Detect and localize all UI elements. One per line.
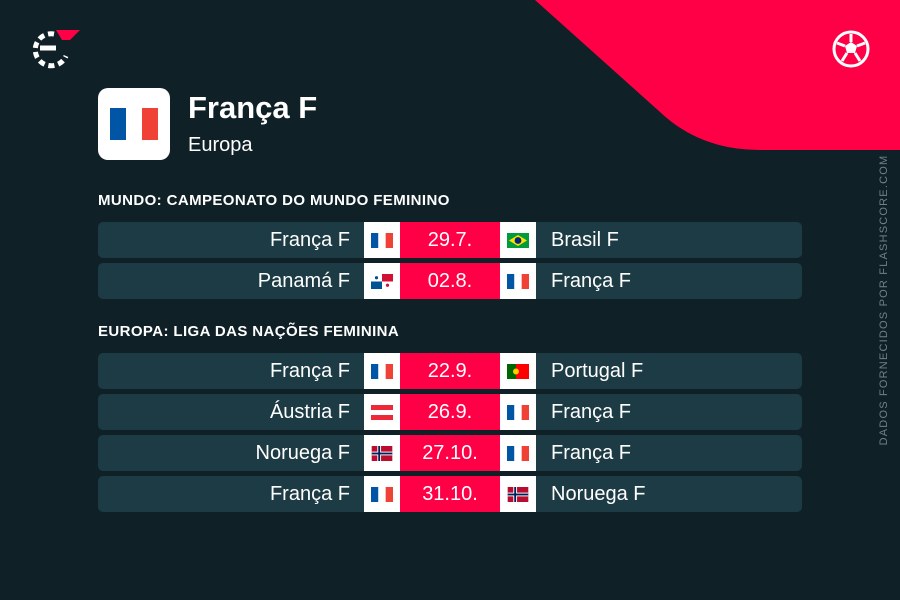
portugal-flag-icon xyxy=(500,353,536,389)
team-region: Europa xyxy=(188,134,253,156)
france-flag-icon xyxy=(364,476,400,512)
away-team-name: Brasil F xyxy=(551,229,619,251)
fixture-row[interactable]: Panamá F 02.8. França F xyxy=(98,263,802,299)
panama-flag-icon xyxy=(364,263,400,299)
soccer-ball-icon xyxy=(832,30,870,68)
fixture-row[interactable]: França F 29.7. Brasil F xyxy=(98,222,802,258)
fixture-row[interactable]: França F 22.9. Portugal F xyxy=(98,353,802,389)
france-flag-icon xyxy=(110,108,158,140)
norway-flag-icon xyxy=(500,476,536,512)
brazil-flag-icon xyxy=(500,222,536,258)
away-team-name: Portugal F xyxy=(551,360,644,382)
home-team-name: Panamá F xyxy=(257,270,350,292)
austria-flag-icon xyxy=(364,394,400,430)
france-flag-icon xyxy=(364,222,400,258)
team-flag xyxy=(98,88,170,160)
section-title: MUNDO: CAMPEONATO DO MUNDO FEMININO xyxy=(98,192,450,209)
match-date: 26.9. xyxy=(400,394,500,430)
match-date: 02.8. xyxy=(400,263,500,299)
home-team-name: Áustria F xyxy=(269,401,350,423)
home-team-name: França F xyxy=(269,483,350,505)
section-title: EUROPA: LIGA DAS NAÇÕES FEMININA xyxy=(98,323,400,340)
france-flag-icon xyxy=(500,394,536,430)
home-team-name: França F xyxy=(269,229,350,251)
norway-flag-icon xyxy=(364,435,400,471)
away-team-name: França F xyxy=(551,270,632,292)
match-date: 29.7. xyxy=(400,222,500,258)
fixture-row[interactable]: França F 31.10. Noruega F xyxy=(98,476,802,512)
fixture-row[interactable]: Noruega F 27.10. França F xyxy=(98,435,802,471)
away-team-name: França F xyxy=(551,401,632,423)
home-team-name: Noruega F xyxy=(255,442,351,464)
france-flag-icon xyxy=(500,263,536,299)
match-date: 31.10. xyxy=(400,476,500,512)
team-name: França F xyxy=(188,90,318,125)
fixture-row[interactable]: Áustria F 26.9. França F xyxy=(98,394,802,430)
france-flag-icon xyxy=(364,353,400,389)
match-date: 27.10. xyxy=(400,435,500,471)
away-team-name: Noruega F xyxy=(551,483,646,505)
france-flag-icon xyxy=(500,435,536,471)
away-team-name: França F xyxy=(551,442,632,464)
home-team-name: França F xyxy=(269,360,350,382)
flashscore-logo-icon xyxy=(32,30,80,69)
data-credit: DADOS FORNECIDOS POR FLASHSCORE.COM xyxy=(878,154,890,446)
match-date: 22.9. xyxy=(400,353,500,389)
